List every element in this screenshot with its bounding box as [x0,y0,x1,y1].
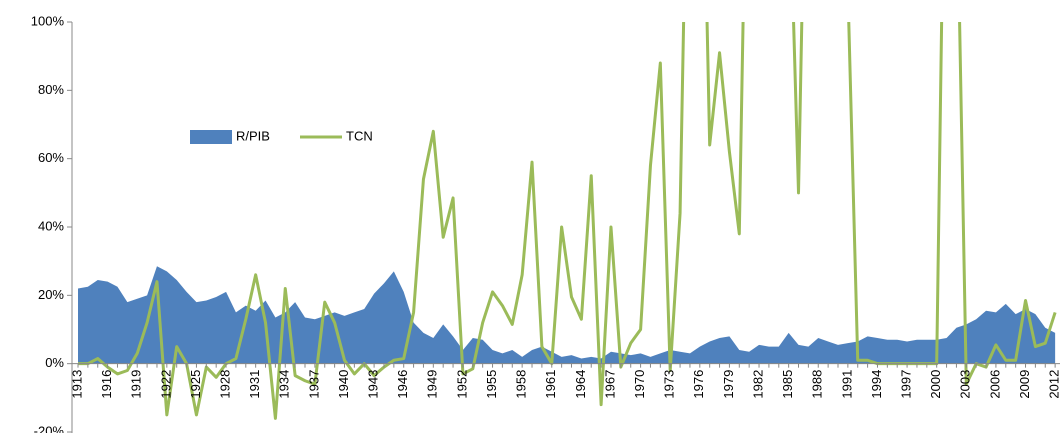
x-tick-label: 1979 [721,370,736,399]
legend-label: TCN [346,128,373,143]
x-tick-label: 1955 [484,370,499,399]
x-tick-label: 1973 [662,370,677,399]
y-tick-label: 0% [45,355,64,370]
x-tick-label: 1922 [158,370,173,399]
x-tick-label: 1970 [632,370,647,399]
x-tick-label: 1988 [810,370,825,399]
x-tick-label: 1991 [839,370,854,399]
x-tick-label: 1985 [780,370,795,399]
y-tick-label: 100% [31,13,65,28]
x-tick-label: 1964 [573,370,588,399]
legend-label: R/PIB [236,128,270,143]
x-tick-label: 1997 [899,370,914,399]
x-tick-label: 1952 [454,370,469,399]
x-tick-label: 1958 [514,370,529,399]
y-tick-label: 40% [38,218,64,233]
y-tick-label: 80% [38,82,64,97]
x-tick-label: 1940 [336,370,351,399]
x-tick-label: 1937 [306,370,321,399]
x-tick-label: 1949 [425,370,440,399]
x-tick-label: 1961 [543,370,558,399]
x-tick-label: 1943 [366,370,381,399]
y-tick-label: 60% [38,150,64,165]
x-tick-label: 1919 [129,370,144,399]
x-tick-label: 1934 [277,370,292,399]
x-tick-label: 1976 [691,370,706,399]
x-tick-label: 2006 [987,370,1002,399]
x-tick-label: 2012 [1047,370,1060,399]
x-tick-label: 1913 [69,370,84,399]
x-tick-label: 1916 [99,370,114,399]
x-tick-label: 1994 [869,370,884,399]
legend-swatch [190,130,232,144]
y-tick-label: 20% [38,287,64,302]
x-tick-label: 2000 [928,370,943,399]
plot-area [78,22,1057,420]
x-tick-label: 1946 [395,370,410,399]
x-tick-label: 1925 [188,370,203,399]
x-tick-label: 1931 [247,370,262,399]
x-tick-label: 1982 [750,370,765,399]
area [78,266,1056,364]
x-tick-label: 1967 [602,370,617,399]
x-tick-label: 1928 [217,370,232,399]
x-tick-label: 2003 [958,370,973,399]
x-tick-label: 2009 [1017,370,1032,399]
y-tick-label: -20% [34,423,65,433]
